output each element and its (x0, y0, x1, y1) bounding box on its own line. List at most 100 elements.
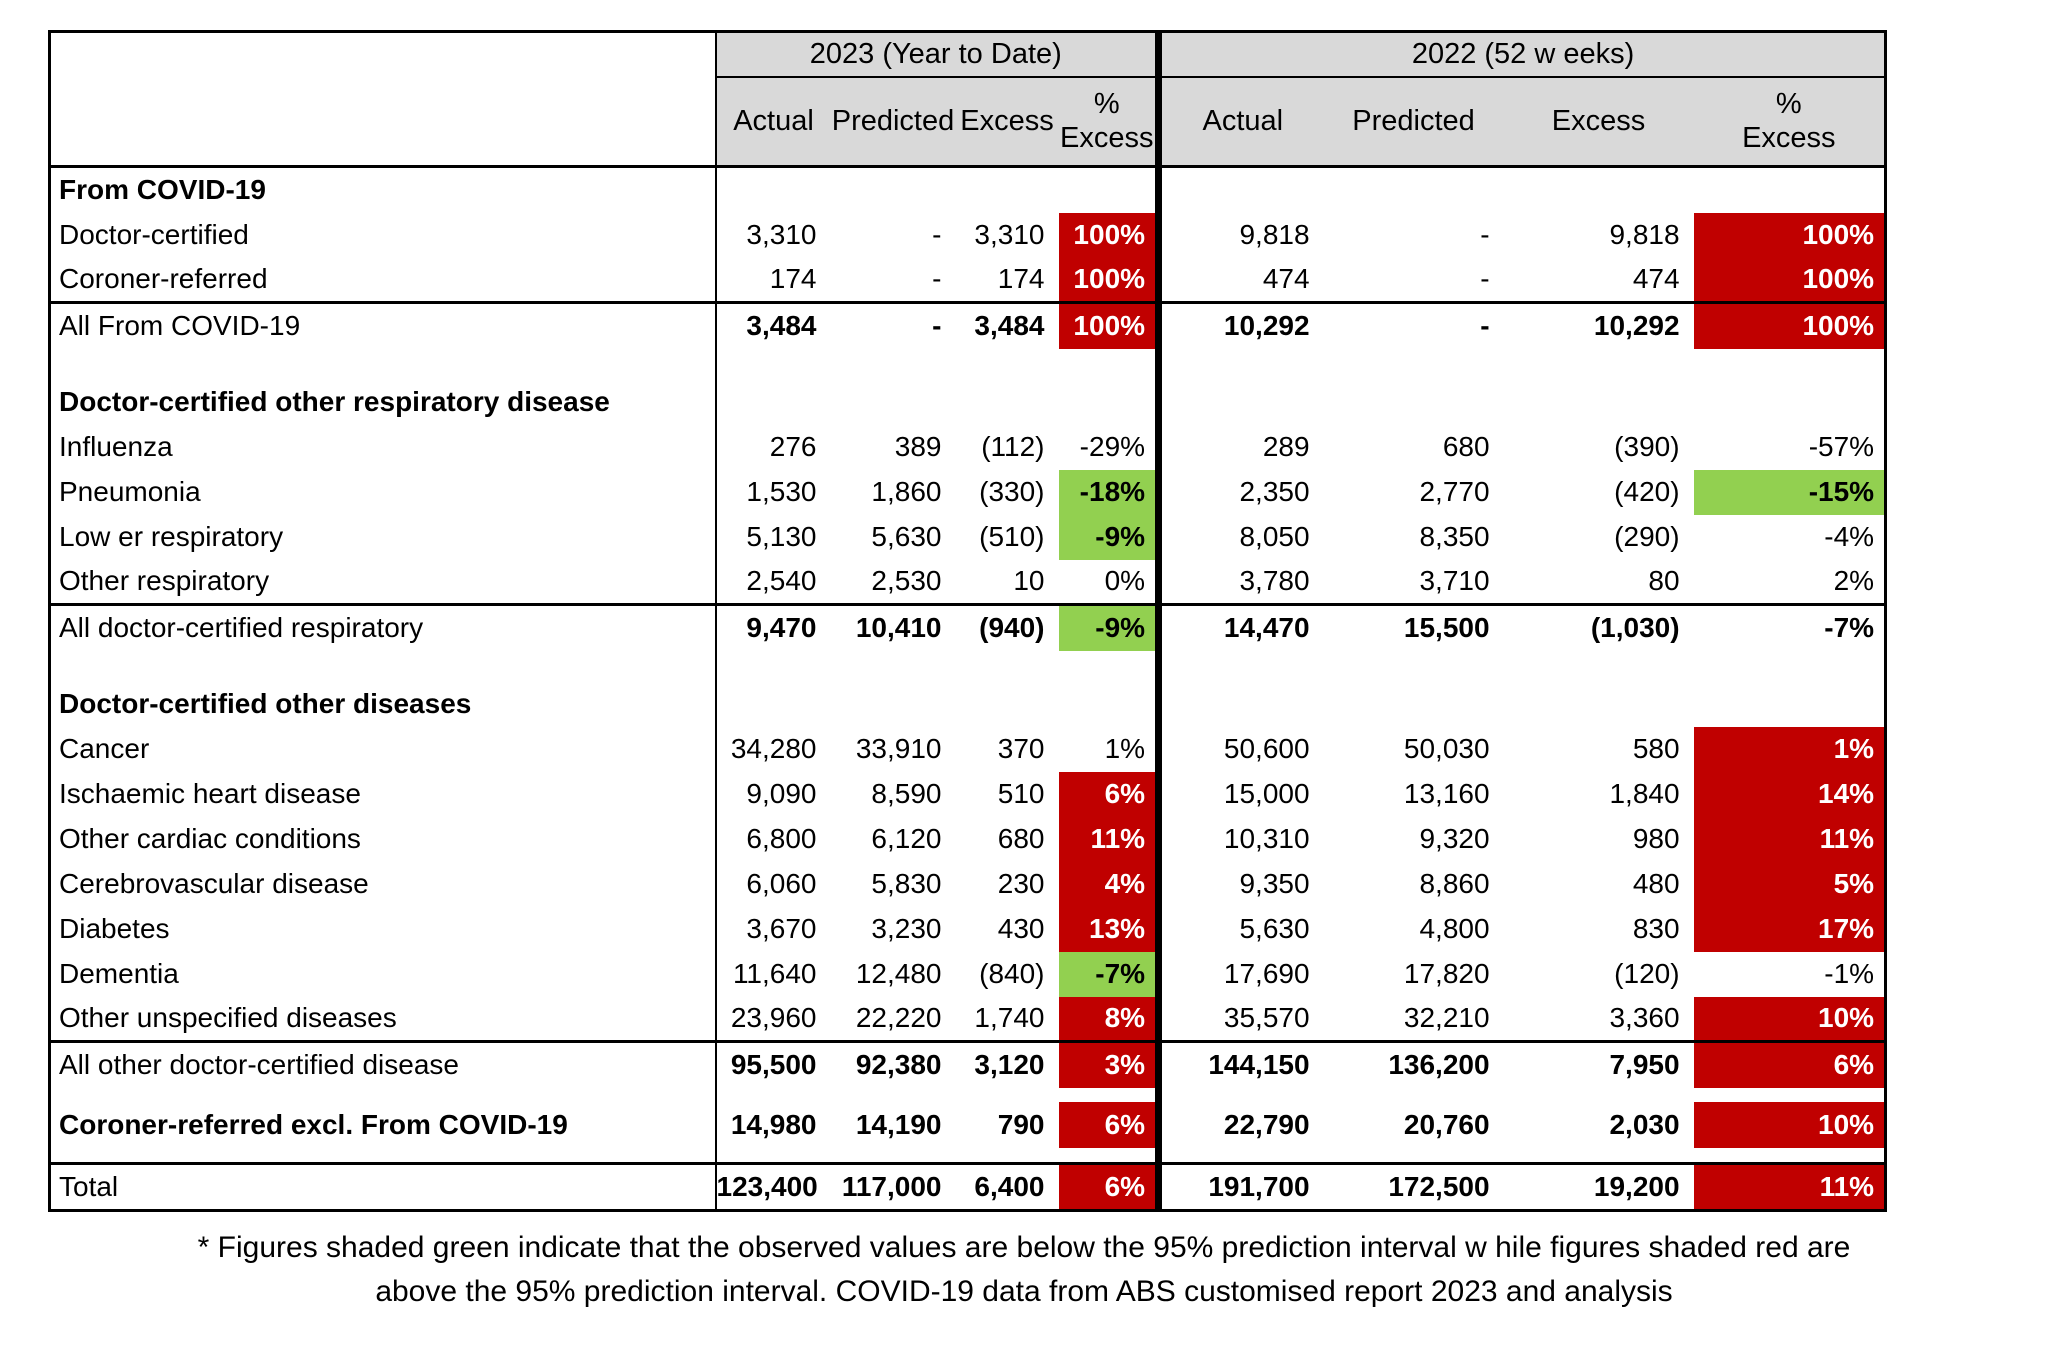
value-cell (956, 379, 1059, 425)
value-cell: 1% (1058, 726, 1163, 772)
value-cell: 4,800 (1419, 913, 1490, 944)
row-label: Cancer (49, 726, 717, 772)
table-row: Ischaemic heart disease 9,090 8,590 510 6% 15… (49, 771, 1886, 817)
value-cell: (330) (979, 476, 1045, 507)
value-cell: 1,840 (1609, 778, 1680, 809)
row-label: Ischaemic heart disease (49, 771, 717, 817)
value-cell: - (1480, 219, 1490, 250)
value-cell (831, 681, 956, 727)
value-cell (1058, 348, 1163, 379)
value-cell: 92,380 (830, 1040, 956, 1088)
value-cell (1324, 349, 1504, 379)
value-cell: 3,484 (955, 301, 1059, 349)
value-cell: 174 (997, 263, 1045, 295)
value-cell (1324, 379, 1504, 425)
value-cell (1504, 379, 1694, 425)
pct-line1: % (1093, 88, 1120, 121)
value-cell (956, 651, 1059, 681)
table-row: Coroner-referred excl. From COVID-19 14,9… (49, 1101, 1886, 1148)
pct-cell-red: 10% (1693, 996, 1886, 1042)
pct-cell-green: -9% (1058, 514, 1163, 560)
value-cell: 2,540 (746, 565, 817, 597)
value-cell: 510 (997, 778, 1045, 809)
year-group-2023: 2023 (Year to Date) (715, 31, 1163, 78)
value-cell: 2,350 (1239, 476, 1310, 507)
value-cell (1694, 1148, 1886, 1164)
value-cell (1058, 166, 1163, 213)
value-cell (1159, 1088, 1324, 1102)
pct-cell-red: 1% (1693, 726, 1886, 772)
value-cell: 5,130 (746, 521, 817, 552)
value-cell: 10,310 (1223, 823, 1310, 854)
pct-cell-red: 5% (1693, 861, 1886, 907)
value-cell: (1,030) (1503, 603, 1694, 651)
value-cell (1159, 1148, 1324, 1164)
col-header-predicted-2022: Predicted (1323, 76, 1504, 168)
pct-cell-red: 10% (1693, 1101, 1886, 1148)
table-row: Total 123,400 117,000 6,400 6% 191,700 172,500… (49, 1162, 1886, 1211)
row-label: Doctor-certified (49, 212, 717, 258)
row-label (49, 1087, 717, 1102)
table-row: Pneumonia 1,530 1,860 (330) -18% 2,350 2,770 (4… (49, 469, 1886, 515)
col-header-excess-2023: Excess (955, 76, 1059, 168)
value-cell: 3,310 (974, 219, 1045, 250)
table-row: Coroner-referred 174 - 174 100% 474 - 474 100% (49, 257, 1886, 303)
value-cell: 22,790 (1223, 1108, 1310, 1140)
value-cell: 790 (997, 1108, 1045, 1140)
value-cell: 3,230 (871, 913, 942, 944)
value-cell: 9,350 (1239, 868, 1310, 899)
value-cell: 20,760 (1403, 1108, 1490, 1140)
value-cell: 9,470 (715, 603, 831, 651)
value-cell: 191,700 (1158, 1162, 1324, 1211)
value-cell: 10,410 (830, 603, 956, 651)
row-label: Low er respiratory (49, 514, 717, 560)
table-row: Doctor-certified other respiratory disea… (49, 378, 1886, 425)
value-cell: 35,570 (1223, 1002, 1310, 1034)
value-cell (1504, 651, 1694, 681)
value-cell: 3,310 (746, 219, 817, 250)
value-cell: 474 (1632, 263, 1680, 295)
value-cell: 32,210 (1403, 1002, 1490, 1034)
value-cell (1694, 167, 1886, 213)
value-cell: 22,220 (855, 1002, 942, 1034)
table-row: All other doctor-certified disease 95,500… (49, 1040, 1886, 1088)
pct-cell-red: 14% (1693, 771, 1886, 817)
table-row: Influenza 276 389 (112) -29% 289 680 (390) -57% (49, 424, 1886, 470)
value-cell: - (1480, 263, 1490, 295)
value-cell: 14,980 (730, 1108, 817, 1140)
table-row: Cancer 34,280 33,910 370 1% 50,600 50,030 580 1% (49, 726, 1886, 772)
value-cell: 3,120 (955, 1040, 1059, 1088)
value-cell: -57% (1808, 431, 1875, 462)
table-row: Low er respiratory 5,130 5,630 (510) -9% 8,05… (49, 514, 1886, 560)
value-cell (1504, 167, 1694, 213)
value-cell (716, 1148, 831, 1164)
value-cell (956, 167, 1059, 213)
value-cell: 23,960 (730, 1002, 817, 1034)
pct-cell-green: -7% (1058, 951, 1163, 997)
value-cell: 389 (894, 431, 942, 462)
row-label: Pneumonia (49, 469, 717, 515)
value-cell: 9,090 (746, 778, 817, 809)
pct-cell-green: -15% (1693, 469, 1886, 515)
value-cell (831, 1148, 956, 1164)
value-cell: 95,500 (715, 1040, 831, 1088)
value-cell: 17,820 (1403, 958, 1490, 989)
pct-cell-red: 100% (1058, 257, 1163, 303)
pct-cell-red: 6% (1058, 1162, 1163, 1211)
pct-cell-red: 11% (1058, 816, 1163, 862)
col-header-excess-2022: Excess (1503, 76, 1694, 168)
spacer-row (49, 1087, 1886, 1102)
value-cell: 1,860 (871, 476, 942, 507)
value-cell: 2,530 (871, 565, 942, 597)
value-cell: 370 (997, 733, 1045, 764)
pct-cell-red: 100% (1058, 301, 1163, 349)
value-cell (1694, 349, 1886, 379)
value-cell: - (1323, 301, 1504, 349)
value-cell: (840) (979, 958, 1045, 989)
value-cell (1324, 1088, 1504, 1102)
table-row: Other respiratory 2,540 2,530 10 0% 3,780 3,71… (49, 559, 1886, 605)
value-cell: 2,770 (1419, 476, 1490, 507)
section-label: From COVID-19 (49, 166, 717, 213)
value-cell (1324, 1148, 1504, 1164)
value-cell: -7% (1693, 603, 1886, 651)
